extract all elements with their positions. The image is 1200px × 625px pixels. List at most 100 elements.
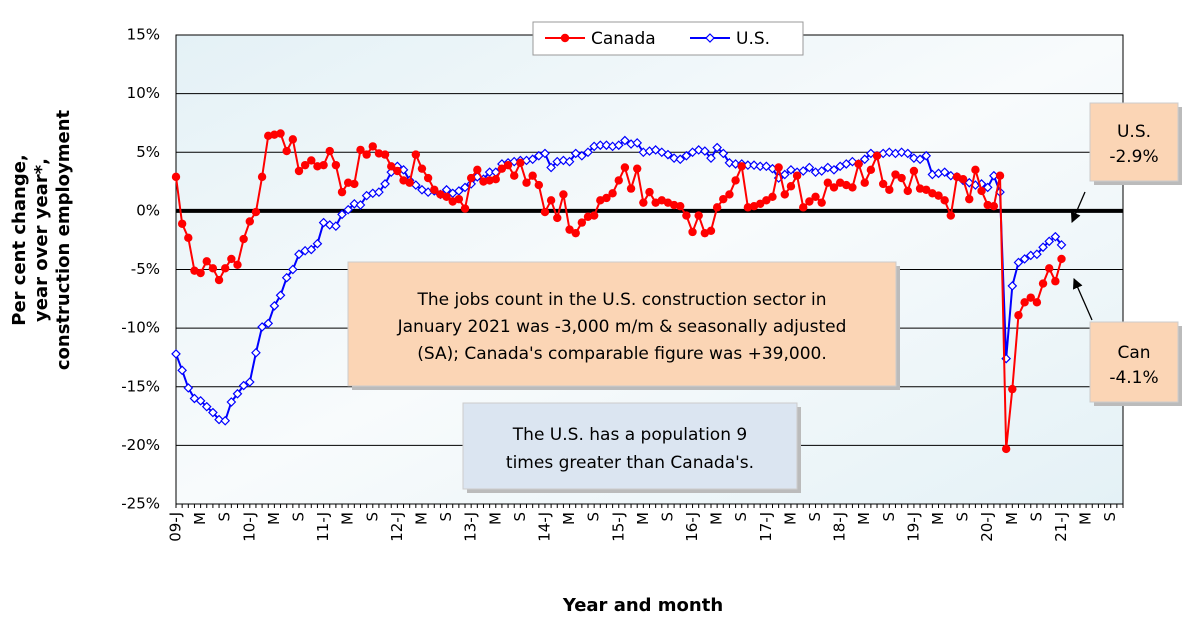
point	[294, 249, 304, 260]
x-tick-label: M	[855, 512, 873, 525]
point	[805, 197, 814, 206]
annotation-text: times greater than Canada's.	[506, 453, 754, 473]
point	[779, 169, 790, 180]
point	[613, 140, 624, 151]
point	[528, 171, 537, 180]
point	[1014, 311, 1023, 320]
point	[331, 221, 341, 231]
x-tick-label: S	[954, 512, 972, 522]
point	[706, 226, 716, 236]
point	[940, 196, 949, 205]
point	[626, 184, 636, 193]
point	[798, 166, 809, 176]
point	[859, 154, 870, 165]
point	[989, 201, 999, 211]
point	[460, 182, 470, 193]
annotation-box	[462, 402, 798, 490]
point	[325, 146, 334, 156]
point	[1026, 293, 1035, 302]
point	[847, 156, 858, 167]
point	[706, 153, 716, 163]
x-tick-label: S	[1101, 512, 1119, 522]
point	[860, 178, 869, 187]
point	[1020, 298, 1029, 307]
x-tick-label: M	[265, 512, 283, 525]
point	[934, 191, 943, 200]
point	[909, 166, 919, 176]
point	[712, 142, 722, 153]
point	[1013, 257, 1024, 268]
point	[510, 171, 519, 180]
point	[527, 154, 538, 165]
point	[491, 175, 500, 184]
point	[337, 187, 347, 197]
point	[196, 268, 205, 278]
point	[287, 264, 298, 275]
y-axis-title: Per cent change,	[9, 154, 30, 325]
arrow	[1070, 191, 1086, 223]
y-tick-label: -20%	[121, 436, 160, 454]
y-tick-label: -15%	[121, 377, 160, 395]
point	[257, 172, 267, 182]
point	[553, 213, 562, 223]
point	[903, 186, 912, 196]
point	[866, 148, 876, 159]
point	[1045, 264, 1054, 273]
arrow	[1073, 278, 1093, 321]
y-tick-label: -25%	[121, 495, 160, 513]
point	[1044, 236, 1055, 247]
point	[614, 176, 623, 185]
x-tick-label: 14-J	[535, 512, 553, 542]
point	[263, 318, 274, 329]
point	[232, 388, 243, 399]
y-axis-title: construction employment	[53, 109, 74, 370]
point	[522, 178, 531, 187]
point	[688, 227, 697, 237]
point	[324, 220, 335, 230]
annotation-text: The jobs count in the U.S. construction …	[417, 290, 827, 310]
point	[387, 162, 396, 171]
point	[885, 185, 894, 194]
point	[466, 179, 477, 189]
point	[393, 166, 402, 176]
annotation-text: January 2021 was -3,000 m/m & seasonally…	[397, 317, 847, 337]
point	[411, 150, 421, 159]
point	[195, 395, 206, 406]
point	[639, 198, 648, 207]
point	[755, 199, 765, 209]
point	[939, 167, 950, 178]
point	[350, 179, 359, 189]
point	[583, 147, 593, 158]
point	[971, 165, 980, 175]
point	[811, 192, 820, 202]
point	[1057, 254, 1066, 264]
point	[269, 300, 280, 311]
x-tick-label: M	[486, 512, 504, 525]
point	[183, 383, 194, 393]
point	[497, 164, 507, 173]
annotation-text: -4.1%	[1109, 368, 1158, 388]
point	[466, 173, 476, 183]
point	[288, 135, 298, 144]
point	[214, 275, 224, 285]
y-tick-label: 10%	[127, 84, 160, 102]
point	[633, 164, 642, 173]
point	[737, 162, 746, 171]
annotation-text: -2.9%	[1109, 147, 1158, 167]
point	[516, 158, 525, 168]
point	[238, 380, 249, 391]
point	[398, 164, 409, 175]
point	[1051, 277, 1060, 286]
x-axis-title: Year and month	[562, 595, 723, 616]
point	[915, 154, 925, 165]
x-tick-label: 13-J	[462, 512, 480, 542]
point	[307, 156, 316, 165]
point	[1007, 281, 1018, 291]
point	[718, 148, 729, 159]
point	[762, 196, 771, 205]
point	[306, 244, 317, 255]
point	[602, 193, 611, 203]
point	[816, 166, 827, 176]
point	[380, 179, 390, 189]
point	[319, 160, 328, 170]
